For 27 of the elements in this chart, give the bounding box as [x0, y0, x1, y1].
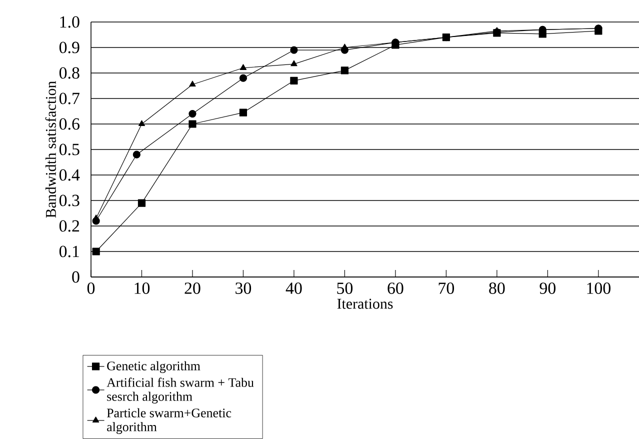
x-tick-label: 20	[184, 282, 200, 294]
x-tick-label: 60	[388, 282, 404, 294]
x-tick-label: 70	[438, 282, 454, 294]
x-tick-label: 50	[337, 282, 353, 294]
legend-label: Artificial fish swarm + Tabu sesrch algorithm	[106, 378, 254, 404]
legend-label: Particle swarm+Genetic algorithm	[106, 408, 232, 434]
y-tick-label: 0.3	[59, 194, 80, 206]
y-tick-label: 0.7	[59, 92, 80, 104]
legend-label: Genetic algorithm	[107, 361, 200, 374]
y-tick-label: 0.9	[59, 42, 80, 54]
x-tick-label: 90	[540, 282, 556, 294]
y-tick-label: 0.4	[59, 169, 80, 181]
y-tick-label: 0.5	[59, 144, 80, 156]
y-tick-label: 0.1	[59, 246, 79, 258]
x-tick-label: 10	[134, 282, 150, 294]
x-tick-label: 0	[87, 282, 95, 294]
x-tick-label: 100	[587, 282, 610, 294]
y-tick-label: 0.6	[59, 118, 80, 130]
y-tick-label: 1.0	[60, 16, 80, 28]
x-tick-label: 40	[286, 282, 302, 294]
x-tick-label: 30	[236, 282, 252, 294]
y-tick-label: 0.2	[59, 220, 80, 232]
y-tick-label: 0	[72, 271, 80, 283]
x-tick-label: 80	[489, 282, 505, 294]
x-axis-title: Iterations	[337, 298, 393, 309]
y-tick-label: 0.8	[59, 67, 80, 79]
y-axis-title: Bandwidth satisfaction	[45, 81, 56, 218]
